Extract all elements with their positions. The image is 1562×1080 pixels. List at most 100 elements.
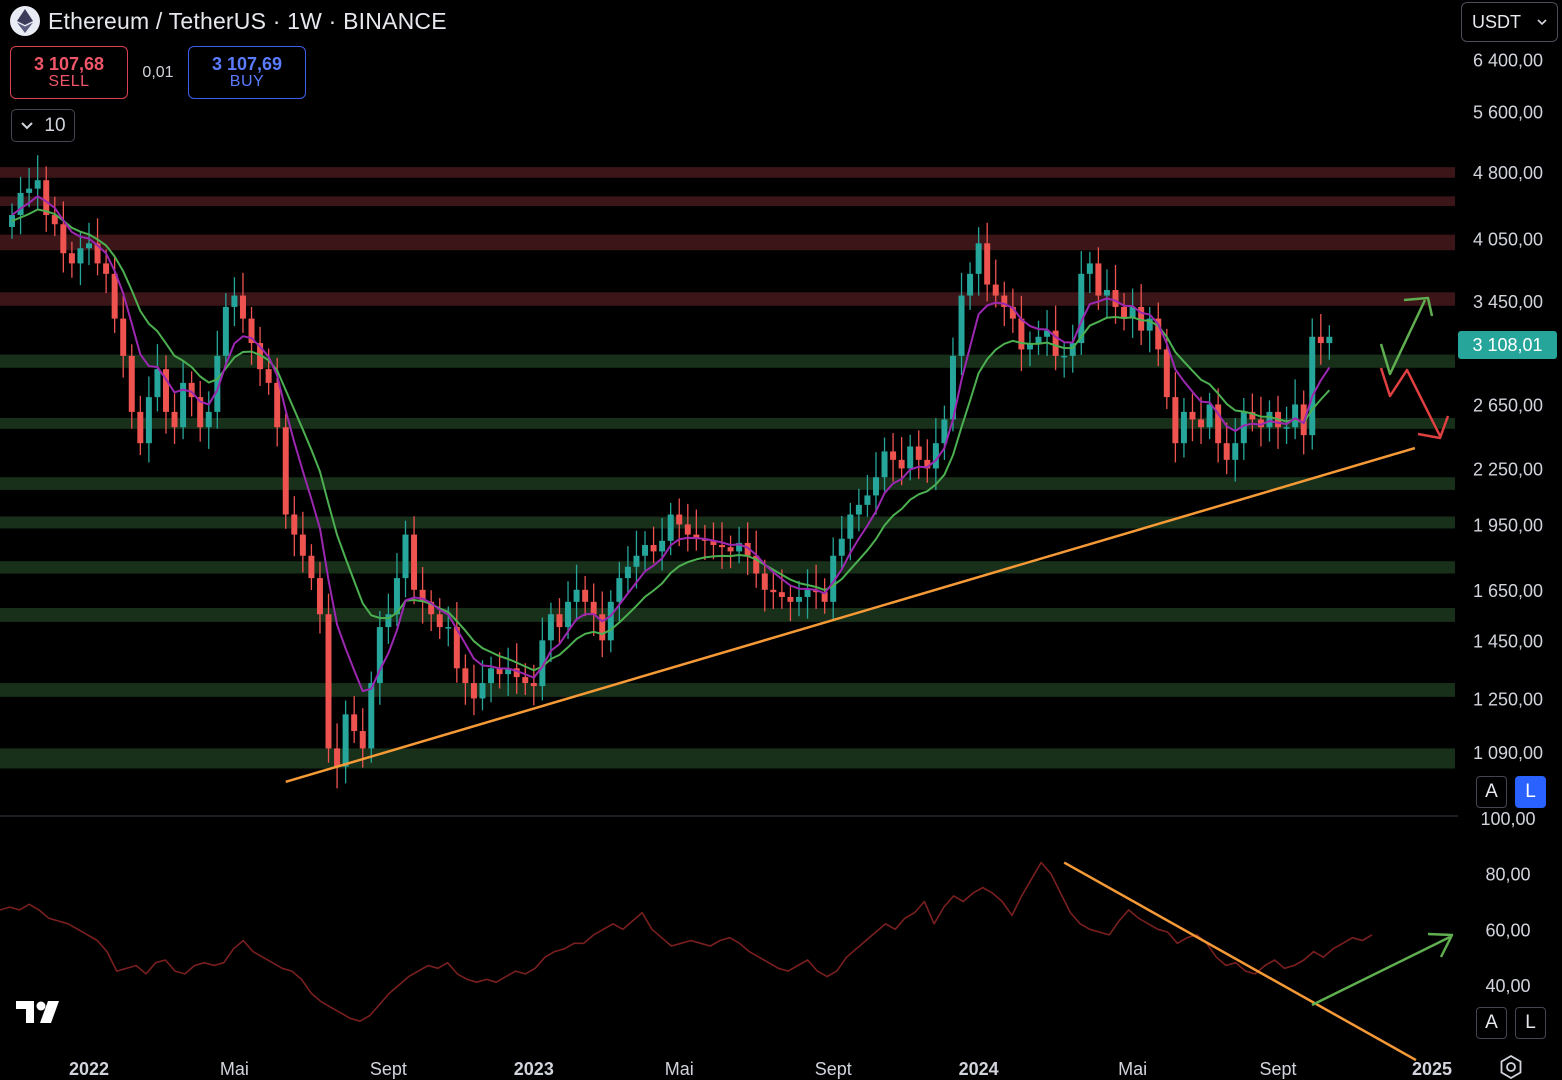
candle-down (924, 459, 931, 469)
candle-up (214, 355, 221, 412)
candle-down (676, 514, 683, 525)
log-scale-button[interactable]: L (1515, 776, 1546, 808)
candle-down (992, 284, 999, 296)
candle-up (642, 545, 649, 556)
candle-down (1138, 306, 1145, 331)
time-axis-label: Mai (220, 1059, 249, 1079)
currency-select[interactable]: USDT (1461, 2, 1558, 42)
buy-price: 3 107,69 (211, 53, 283, 74)
candle-up (154, 369, 161, 398)
sell-label: SELL (48, 72, 90, 90)
candle-down (162, 369, 169, 412)
buy-button[interactable]: 3 107,69 BUY (188, 46, 306, 99)
candle-up (1283, 427, 1290, 429)
sell-button[interactable]: 3 107,68 SELL (10, 46, 128, 99)
candle-down (787, 596, 794, 602)
support-zone (0, 683, 1455, 697)
gear-icon[interactable] (1498, 1054, 1524, 1080)
candle-down (103, 263, 110, 274)
candle-up (932, 443, 939, 469)
support-zone (0, 354, 1455, 368)
rsi-line (0, 861, 1373, 1023)
candle-down (719, 545, 726, 548)
candle-down (582, 589, 589, 602)
candle-down (496, 668, 503, 675)
price-tick-label: 1 950,00 (1473, 515, 1543, 535)
time-axis-label: 2022 (69, 1059, 109, 1079)
candle-up (1292, 404, 1299, 428)
trade-panel: 3 107,68 SELL 0,01 3 107,69 BUY (10, 46, 306, 99)
candle-down (68, 253, 75, 264)
auto-scale-button[interactable]: A (1476, 776, 1507, 808)
candle-up (1206, 404, 1213, 428)
candle-down (513, 668, 520, 678)
candle-down (1112, 290, 1119, 307)
candle-down (1121, 306, 1128, 319)
candle-down (778, 592, 785, 597)
candle-up (1026, 343, 1033, 350)
support-zone (0, 417, 1455, 429)
candle-down (197, 397, 204, 428)
candle-down (1001, 295, 1008, 307)
candle-up (402, 534, 409, 579)
price-tick-label: 6 400,00 (1473, 50, 1543, 70)
candle-up (1146, 318, 1153, 331)
candle-up (479, 683, 486, 699)
candle-down (334, 748, 341, 767)
chart-title: Ethereum / TetherUS · 1W · BINANCE (48, 7, 447, 34)
candle-up (77, 248, 84, 264)
candle-up (222, 306, 229, 356)
candle-down (51, 215, 58, 225)
support-zone (0, 477, 1455, 490)
price-tick-label: 1 250,00 (1473, 689, 1543, 709)
candle-up (1129, 306, 1136, 319)
candle-up (872, 477, 879, 496)
candle-down (710, 540, 717, 546)
candle-up (205, 411, 212, 428)
candle-down (684, 524, 691, 535)
resistance-zone (0, 196, 1455, 207)
time-axis-label: Mai (1118, 1059, 1147, 1079)
candle-down (137, 411, 144, 444)
candle-up (565, 601, 572, 628)
candle-down (1223, 443, 1230, 460)
candle-up (393, 578, 400, 615)
time-axis-label: Sept (1260, 1059, 1297, 1079)
candle-down (556, 614, 563, 628)
rsi-tick-label: 100,00 (1480, 809, 1535, 829)
candle-down (188, 382, 195, 398)
currency-value: USDT (1472, 11, 1521, 32)
candle-down (890, 451, 897, 460)
candle-down (94, 243, 101, 264)
candle-down (299, 534, 306, 556)
candle-up (667, 514, 674, 541)
candle-down (761, 573, 768, 590)
rsi-trendline (1063, 861, 1417, 1062)
candle-down (1317, 336, 1324, 344)
candle-down (650, 545, 657, 552)
candle-down (248, 318, 255, 344)
rsi-scale-buttons: A L (1476, 1007, 1546, 1039)
candle-up (231, 295, 238, 307)
candle-down (1249, 411, 1256, 420)
candle-up (795, 596, 802, 602)
candle-up (659, 540, 666, 552)
candle-down (43, 180, 50, 216)
indicators-collapse-button[interactable]: 10 (11, 109, 75, 142)
candle-up (855, 504, 862, 515)
rsi-log-scale-button[interactable]: L (1515, 1007, 1546, 1039)
rsi-auto-scale-button[interactable]: A (1476, 1007, 1507, 1039)
spread-value: 0,01 (142, 63, 174, 81)
price-tick-label: 2 650,00 (1473, 395, 1543, 415)
candle-down (325, 614, 332, 749)
candle-down (359, 731, 366, 749)
candle-down (599, 614, 606, 641)
chevron-down-icon (1537, 19, 1547, 26)
candle-down (530, 683, 537, 687)
candle-down (428, 601, 435, 615)
candle-up (804, 589, 811, 597)
candle-up (1309, 336, 1316, 436)
candle-up (907, 446, 914, 469)
rsi-tick-label: 60,00 (1485, 920, 1530, 940)
